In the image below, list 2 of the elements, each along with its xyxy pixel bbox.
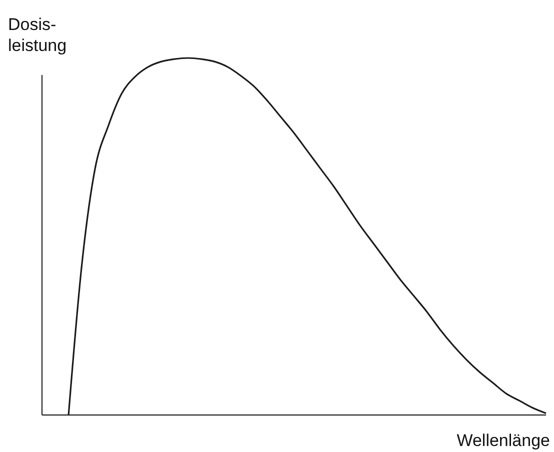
x-axis-title: Wellenlänge	[456, 431, 550, 450]
y-axis-title: Dosis- leistung	[8, 15, 67, 55]
